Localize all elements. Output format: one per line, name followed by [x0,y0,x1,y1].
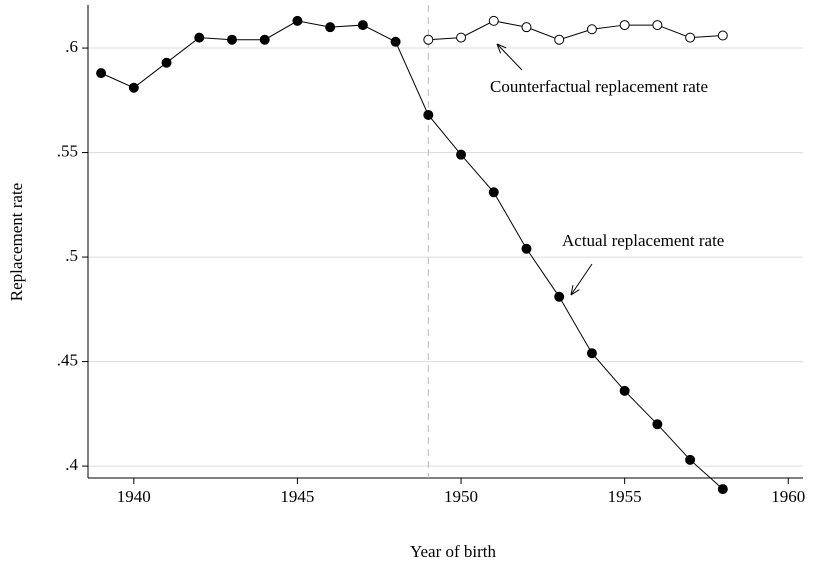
x-tick-label: 1960 [771,487,805,506]
data-point [619,385,630,396]
y-tick-label: .6 [65,37,78,56]
data-point [554,34,565,45]
data-point [717,484,728,495]
data-point [717,30,728,41]
data-point [423,34,434,45]
y-axis-label: Replacement rate [7,183,26,301]
series-line [428,20,723,41]
annotation-arrow [570,263,593,296]
data-point [390,36,401,47]
data-point [586,348,597,359]
annotation-arrowhead [570,285,574,296]
y-tick-label: .45 [57,350,78,369]
annotation-arrowhead [496,43,502,54]
x-tick-label: 1945 [280,487,314,506]
data-point [423,109,434,120]
data-point [652,419,663,430]
data-point [554,291,565,302]
data-point [325,22,336,33]
data-point [292,15,303,26]
data-point [586,24,597,35]
x-axis-label: Year of birth [410,542,497,561]
data-point [96,68,107,79]
y-tick-label: .55 [57,141,78,160]
data-point [685,454,696,465]
data-point [619,20,630,31]
data-point [488,187,499,198]
x-tick-label: 1940 [117,487,151,506]
data-point [685,32,696,43]
annotation-arrowhead [496,43,507,49]
y-tick-label: .5 [65,246,78,265]
x-tick-label: 1955 [608,487,642,506]
series-line [100,20,724,490]
data-point [357,20,368,31]
data-point [456,149,467,160]
data-point [226,34,237,45]
data-point [652,20,663,31]
data-point [521,22,532,33]
x-tick-label: 1950 [444,487,478,506]
data-point [161,57,172,68]
annotation-arrowhead [570,289,580,296]
data-point [259,34,270,45]
annotation-arrow [496,43,523,71]
y-tick-label: .4 [65,455,78,474]
data-point [488,15,499,26]
annotation: Counterfactual replacement rate [490,77,708,96]
data-point [521,243,532,254]
data-point [456,32,467,43]
data-point [128,82,139,93]
data-point [194,32,205,43]
annotation: Actual replacement rate [562,231,724,250]
